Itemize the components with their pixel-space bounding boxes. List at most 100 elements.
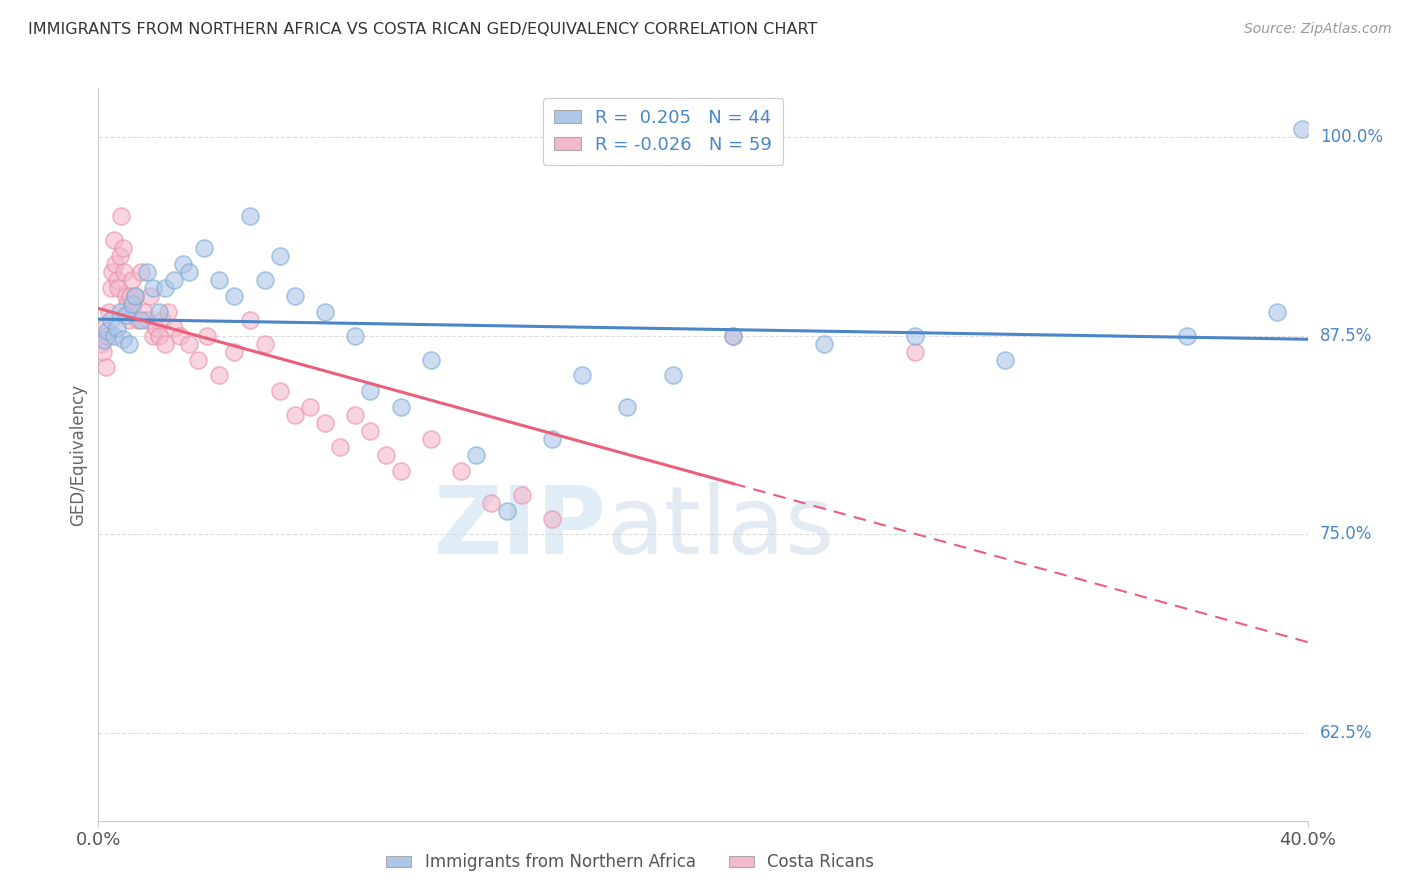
- Point: [163, 273, 186, 287]
- Point: [510, 488, 533, 502]
- Point: [314, 416, 336, 430]
- Point: [284, 408, 307, 422]
- Point: [124, 289, 146, 303]
- Point: [110, 210, 132, 224]
- Point: [195, 328, 218, 343]
- Point: [103, 328, 125, 343]
- Point: [616, 401, 638, 415]
- Point: [121, 297, 143, 311]
- Point: [153, 281, 176, 295]
- Point: [148, 305, 170, 319]
- Point: [239, 210, 262, 224]
- Legend: Immigrants from Northern Africa, Costa Ricans: Immigrants from Northern Africa, Costa R…: [380, 847, 882, 878]
- Point: [360, 424, 382, 438]
- Point: [129, 312, 152, 326]
- Point: [661, 368, 683, 383]
- Text: 62.5%: 62.5%: [1320, 724, 1372, 742]
- Point: [150, 312, 173, 326]
- Y-axis label: GED/Equivalency: GED/Equivalency: [69, 384, 87, 526]
- Point: [450, 464, 472, 478]
- Point: [124, 289, 146, 303]
- Point: [723, 328, 745, 343]
- Point: [269, 249, 291, 263]
- Point: [540, 511, 562, 525]
- Point: [481, 495, 503, 509]
- Point: [93, 320, 115, 334]
- Point: [118, 312, 141, 326]
- Text: IMMIGRANTS FROM NORTHERN AFRICA VS COSTA RICAN GED/EQUIVALENCY CORRELATION CHART: IMMIGRANTS FROM NORTHERN AFRICA VS COSTA…: [28, 22, 817, 37]
- Point: [389, 401, 412, 415]
- Point: [142, 328, 165, 343]
- Point: [269, 384, 291, 399]
- Point: [132, 305, 155, 319]
- Point: [94, 360, 117, 375]
- Point: [994, 352, 1017, 367]
- Point: [104, 257, 127, 271]
- Point: [420, 352, 443, 367]
- Point: [571, 368, 593, 383]
- Point: [103, 233, 125, 247]
- Point: [813, 336, 835, 351]
- Point: [148, 328, 170, 343]
- Point: [344, 328, 367, 343]
- Point: [224, 289, 246, 303]
- Point: [179, 336, 201, 351]
- Point: [105, 320, 128, 334]
- Point: [179, 265, 201, 279]
- Point: [111, 241, 134, 255]
- Point: [284, 289, 307, 303]
- Point: [193, 241, 215, 255]
- Point: [122, 297, 145, 311]
- Text: 75.0%: 75.0%: [1320, 525, 1372, 543]
- Point: [114, 308, 136, 322]
- Point: [98, 305, 121, 319]
- Point: [108, 249, 131, 263]
- Text: ZIP: ZIP: [433, 482, 606, 574]
- Point: [172, 257, 194, 271]
- Point: [187, 352, 209, 367]
- Point: [904, 344, 927, 359]
- Point: [139, 289, 162, 303]
- Point: [1291, 122, 1313, 136]
- Point: [208, 368, 231, 383]
- Point: [314, 305, 336, 319]
- Point: [344, 408, 367, 422]
- Point: [253, 273, 276, 287]
- Text: atlas: atlas: [606, 482, 835, 574]
- Point: [135, 312, 157, 326]
- Point: [156, 305, 179, 319]
- Point: [118, 336, 141, 351]
- Point: [100, 312, 122, 326]
- Point: [129, 265, 152, 279]
- Point: [135, 265, 157, 279]
- Point: [100, 281, 122, 295]
- Point: [723, 328, 745, 343]
- Point: [120, 289, 142, 303]
- Point: [163, 320, 186, 334]
- Point: [1175, 328, 1198, 343]
- Point: [465, 448, 488, 462]
- Point: [224, 344, 246, 359]
- Point: [360, 384, 382, 399]
- Point: [127, 312, 149, 326]
- Point: [145, 320, 167, 334]
- Point: [96, 328, 118, 343]
- Point: [90, 336, 112, 351]
- Text: Source: ZipAtlas.com: Source: ZipAtlas.com: [1244, 22, 1392, 37]
- Point: [374, 448, 396, 462]
- Point: [239, 312, 262, 326]
- Point: [114, 289, 136, 303]
- Point: [108, 305, 131, 319]
- Point: [329, 440, 352, 454]
- Point: [142, 281, 165, 295]
- Point: [540, 432, 562, 446]
- Point: [169, 328, 191, 343]
- Point: [153, 336, 176, 351]
- Point: [389, 464, 412, 478]
- Point: [105, 273, 128, 287]
- Point: [115, 297, 138, 311]
- Text: 100.0%: 100.0%: [1320, 128, 1382, 146]
- Point: [1267, 305, 1289, 319]
- Point: [299, 401, 322, 415]
- Point: [121, 273, 143, 287]
